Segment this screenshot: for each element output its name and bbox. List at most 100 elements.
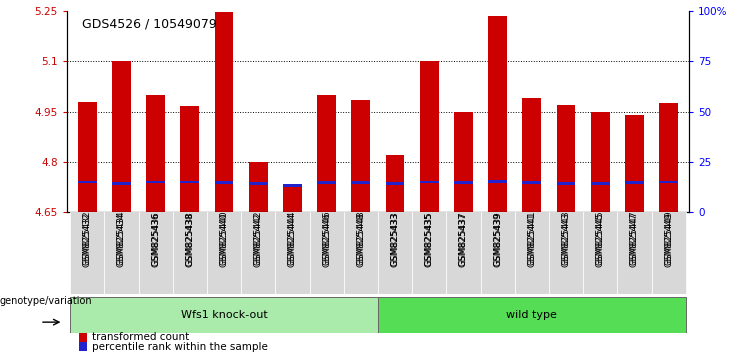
Bar <box>549 208 583 294</box>
Bar <box>173 208 207 294</box>
Bar <box>625 115 644 212</box>
Bar <box>112 61 131 212</box>
Text: GSM825435: GSM825435 <box>425 211 433 266</box>
Bar <box>249 182 268 185</box>
Bar <box>651 208 685 294</box>
Text: GSM825432: GSM825432 <box>83 211 92 266</box>
Text: wild type: wild type <box>506 310 557 320</box>
Bar <box>283 185 302 212</box>
Text: GSM825442: GSM825442 <box>253 212 263 267</box>
Text: GSM825433: GSM825433 <box>391 211 399 266</box>
Bar <box>385 155 405 212</box>
Bar <box>215 182 233 184</box>
Bar <box>515 208 549 294</box>
Text: transformed count: transformed count <box>92 332 189 342</box>
Bar <box>385 182 405 185</box>
Text: GDS4526 / 10549079: GDS4526 / 10549079 <box>82 18 216 31</box>
Bar <box>317 182 336 184</box>
Bar <box>522 98 541 212</box>
Bar <box>207 208 241 294</box>
Text: GSM825444: GSM825444 <box>288 211 297 265</box>
Bar <box>480 208 515 294</box>
Bar <box>317 95 336 212</box>
Bar <box>146 95 165 212</box>
Bar <box>591 182 610 185</box>
Bar <box>283 184 302 187</box>
Bar <box>454 112 473 212</box>
Bar <box>420 61 439 212</box>
Text: GSM825446: GSM825446 <box>322 211 331 266</box>
Text: GSM825443: GSM825443 <box>562 211 571 266</box>
Text: GSM825445: GSM825445 <box>596 211 605 266</box>
Bar <box>351 101 370 212</box>
Bar <box>112 182 131 185</box>
Bar <box>180 106 199 212</box>
Text: GSM825449: GSM825449 <box>664 211 673 266</box>
Text: GSM825440: GSM825440 <box>219 212 228 267</box>
Bar <box>78 181 96 183</box>
Bar <box>146 181 165 183</box>
Text: GSM825437: GSM825437 <box>459 212 468 267</box>
Bar <box>556 105 576 212</box>
Bar <box>78 102 96 212</box>
Bar <box>583 208 617 294</box>
Bar <box>488 180 507 183</box>
Bar <box>104 208 139 294</box>
Bar <box>70 297 378 333</box>
Bar <box>556 182 576 185</box>
Bar <box>351 182 370 184</box>
Bar <box>412 208 446 294</box>
Text: genotype/variation: genotype/variation <box>0 296 93 306</box>
Text: GSM825436: GSM825436 <box>151 212 160 267</box>
Text: GSM825440: GSM825440 <box>219 211 228 266</box>
Bar <box>344 208 378 294</box>
Bar <box>276 208 310 294</box>
Bar <box>454 182 473 184</box>
Bar <box>659 103 678 212</box>
Text: percentile rank within the sample: percentile rank within the sample <box>92 342 268 352</box>
Text: GSM825445: GSM825445 <box>596 212 605 267</box>
Bar <box>591 112 610 212</box>
Text: GSM825434: GSM825434 <box>117 212 126 267</box>
Bar <box>378 297 685 333</box>
Text: GSM825432: GSM825432 <box>83 212 92 267</box>
Text: GSM825447: GSM825447 <box>630 211 639 266</box>
Text: GSM825439: GSM825439 <box>493 211 502 266</box>
Bar <box>378 208 412 294</box>
Bar <box>310 208 344 294</box>
Text: GSM825441: GSM825441 <box>528 212 536 267</box>
Text: GSM825448: GSM825448 <box>356 212 365 267</box>
Text: GSM825443: GSM825443 <box>562 212 571 267</box>
Text: Wfs1 knock-out: Wfs1 knock-out <box>181 310 268 320</box>
Bar <box>446 208 480 294</box>
Bar <box>180 181 199 183</box>
Text: GSM825438: GSM825438 <box>185 212 194 267</box>
Text: GSM825436: GSM825436 <box>151 211 160 266</box>
Bar <box>488 16 507 212</box>
Text: GSM825439: GSM825439 <box>493 212 502 267</box>
Bar <box>70 208 104 294</box>
Bar <box>659 181 678 183</box>
Bar <box>215 12 233 212</box>
Bar <box>249 162 268 212</box>
Text: GSM825438: GSM825438 <box>185 211 194 266</box>
Bar <box>79 343 87 351</box>
Text: GSM825447: GSM825447 <box>630 212 639 267</box>
Bar <box>522 182 541 184</box>
Text: GSM825448: GSM825448 <box>356 211 365 266</box>
Text: GSM825437: GSM825437 <box>459 211 468 266</box>
Text: GSM825435: GSM825435 <box>425 212 433 267</box>
Bar <box>420 181 439 183</box>
Bar <box>241 208 276 294</box>
Text: GSM825433: GSM825433 <box>391 212 399 267</box>
Bar <box>139 208 173 294</box>
Bar <box>617 208 651 294</box>
Text: GSM825444: GSM825444 <box>288 212 297 267</box>
Text: GSM825442: GSM825442 <box>253 211 263 265</box>
Text: GSM825446: GSM825446 <box>322 212 331 267</box>
Bar <box>79 333 87 342</box>
Text: GSM825449: GSM825449 <box>664 212 673 267</box>
Bar <box>625 182 644 184</box>
Text: GSM825441: GSM825441 <box>528 211 536 266</box>
Text: GSM825434: GSM825434 <box>117 211 126 266</box>
